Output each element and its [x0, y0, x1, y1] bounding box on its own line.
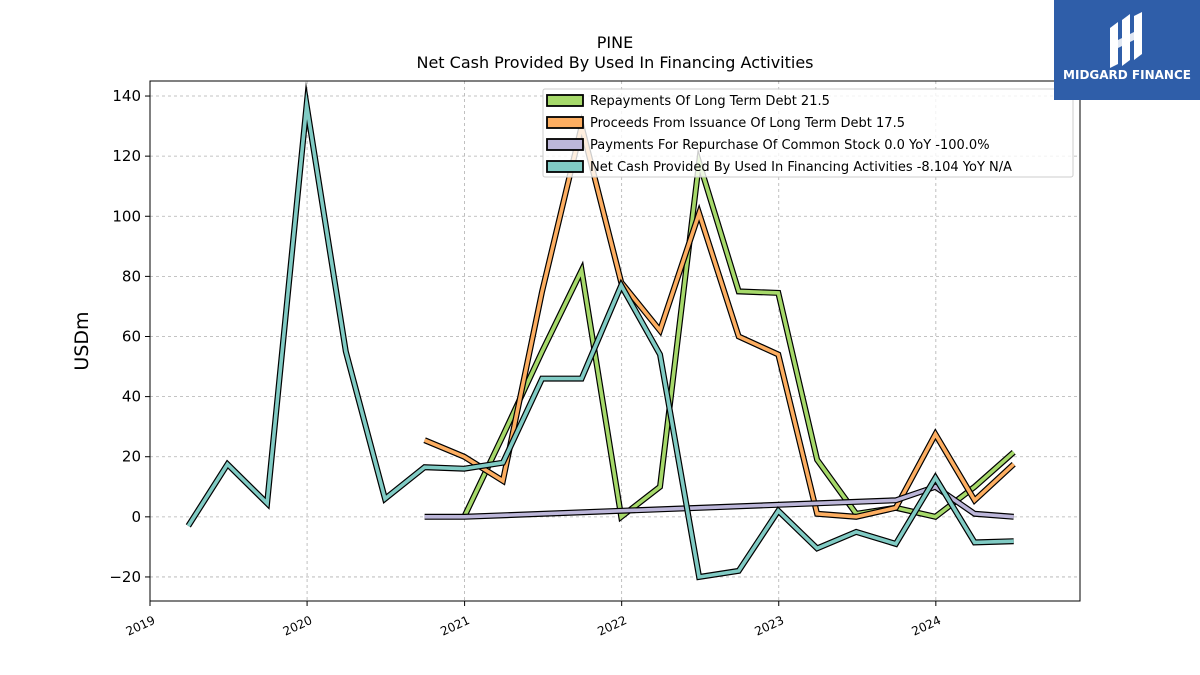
legend-label-4: Net Cash Provided By Used In Financing A…	[590, 160, 1012, 175]
x-tick-label: 2019	[124, 613, 158, 639]
legend-swatch-1	[546, 94, 584, 107]
x-tick-label: 2022	[595, 613, 629, 639]
series-4-stroke	[186, 90, 1014, 580]
legend-label-3: Payments For Repurchase Of Common Stock …	[590, 138, 990, 153]
x-tick-label: 2023	[752, 613, 786, 639]
y-tick-label: 100	[112, 207, 141, 225]
legend-swatch-2	[546, 116, 584, 129]
legend-label-1: Repayments Of Long Term Debt 21.5	[590, 94, 830, 109]
chart-title: PINE	[597, 33, 633, 52]
y-tick-label: 120	[112, 147, 141, 165]
y-tick-label: 20	[122, 448, 141, 466]
midgard-monogram-icon	[1110, 12, 1142, 68]
y-tick-label: 80	[122, 267, 141, 285]
series-4-line	[185, 81, 1014, 581]
y-tick-label: 40	[122, 388, 141, 406]
y-tick-label: 140	[112, 87, 141, 105]
legend-swatch-3	[546, 138, 584, 151]
series-3-line	[424, 483, 1014, 520]
series-2-line	[423, 113, 1016, 520]
series-2-outline	[423, 113, 1016, 520]
y-axis-label: USDm	[71, 311, 93, 370]
y-axis: −20 0 20 40 60 80 100 120 140	[109, 87, 150, 586]
series-layer	[185, 81, 1016, 581]
plot-frame	[149, 80, 1081, 602]
chart-title-group: PINE Net Cash Provided By Used In Financ…	[416, 33, 813, 72]
series-2-stroke	[423, 118, 1015, 519]
x-tick-label: 2024	[909, 613, 943, 639]
series-1-stroke	[462, 153, 1015, 521]
chart-subtitle: Net Cash Provided By Used In Financing A…	[416, 53, 813, 72]
x-tick-label: 2020	[281, 613, 315, 639]
series-1-line	[461, 147, 1016, 523]
legend-label-2: Proceeds From Issuance Of Long Term Debt…	[590, 116, 905, 131]
y-tick-label: −20	[109, 568, 141, 586]
legend-swatch-4	[546, 160, 584, 173]
brand-logo-text: MIDGARD FINANCE	[1063, 68, 1191, 82]
y-tick-label: 0	[131, 508, 141, 526]
series-3-stroke	[424, 484, 1014, 519]
y-tick-label: 60	[122, 327, 141, 345]
x-axis: 2019 2020 2021 2022 2023 2024	[124, 601, 943, 639]
legend: Repayments Of Long Term Debt 21.5 Proceed…	[542, 88, 1074, 178]
brand-logo: MIDGARD FINANCE	[1054, 0, 1200, 100]
legend-frame	[542, 88, 1074, 178]
x-tick-label: 2021	[438, 613, 472, 639]
